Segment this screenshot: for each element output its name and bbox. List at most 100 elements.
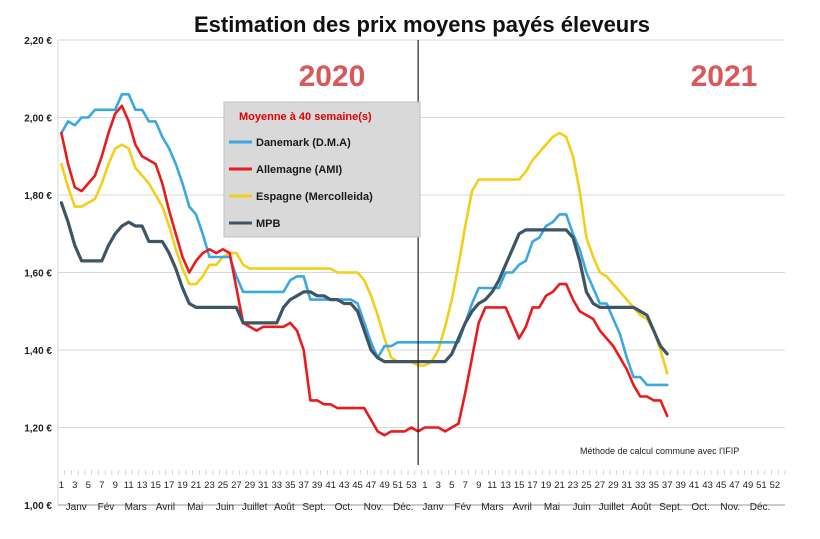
legend-items: Danemark (D.M.A) Allemagne (AMI) Espagne (… xyxy=(229,137,373,230)
x-tick-label: 49 xyxy=(379,480,390,491)
y-tick-label: 1,40 € xyxy=(24,346,52,357)
month-label: Oct. xyxy=(335,502,353,513)
legend-label: Allemagne (AMI) xyxy=(256,164,343,176)
y-tick-label: 1,20 € xyxy=(24,424,52,435)
month-label: Fév xyxy=(98,502,115,513)
y-tick-label: 1,80 € xyxy=(24,191,52,202)
month-label: Oct. xyxy=(691,502,709,513)
x-tick-label: 31 xyxy=(258,480,269,491)
x-tick-label: 49 xyxy=(743,480,754,491)
series-line-1 xyxy=(60,104,669,437)
month-label: Avril xyxy=(513,502,532,513)
month-label: Juillet xyxy=(599,502,625,513)
x-tick-label: 7 xyxy=(463,480,468,491)
month-label: Sept. xyxy=(659,502,682,513)
x-tick-label: 35 xyxy=(285,480,296,491)
legend-label: Espagne (Mercolleida) xyxy=(256,191,373,203)
x-tick-label: 7 xyxy=(99,480,104,491)
x-tick-label: 3 xyxy=(72,480,77,491)
legend-label: Danemark (D.M.A) xyxy=(256,137,351,149)
x-tick-label: 51 xyxy=(393,480,404,491)
x-tick-label: 3 xyxy=(436,480,441,491)
series-line-0 xyxy=(60,93,669,387)
x-tick-label: 33 xyxy=(271,480,282,491)
year-label-2021: 2021 xyxy=(691,60,758,93)
month-label: Mai xyxy=(187,502,203,513)
x-tick-label: 11 xyxy=(487,480,497,491)
x-tick-label: 37 xyxy=(298,480,309,491)
x-tick-label: 35 xyxy=(648,480,659,491)
month-label: Avril xyxy=(156,502,175,513)
month-label: Août xyxy=(631,502,652,513)
month-label: Mars xyxy=(481,502,503,513)
x-tick-label: 1 xyxy=(422,480,427,491)
x-tick-label: 23 xyxy=(204,480,215,491)
x-tick-label: 13 xyxy=(137,480,148,491)
x-tick-label: 13 xyxy=(500,480,511,491)
x-tick-label: 53 xyxy=(406,480,417,491)
x-tick-label: 9 xyxy=(113,480,118,491)
method-note: Méthode de calcul commune avec l'IFIP xyxy=(580,446,739,456)
y-tick-label: 2,00 € xyxy=(24,114,52,125)
x-tick-label: 43 xyxy=(339,480,350,491)
x-axis-ticks: 1 3 5 7 9 11 13 15 17 19 21 23 25 27 29 31 33 35 37 39 41 43 4… xyxy=(59,480,780,491)
year-label-2020: 2020 xyxy=(299,60,366,93)
y-tick-label: 1,00 € xyxy=(24,501,52,512)
x-tick-label: 5 xyxy=(86,480,91,491)
x-tick-label: 33 xyxy=(635,480,646,491)
x-tick-label: 41 xyxy=(325,480,336,491)
x-tick-label: 9 xyxy=(476,480,481,491)
month-label: Fév xyxy=(454,502,471,513)
x-tick-label: 11 xyxy=(124,480,134,491)
x-tick-label: 45 xyxy=(352,480,363,491)
y-axis-ticks: 1,00 € 1,20 € 1,40 € 1,60 € 1,80 € 2,00 € 2,20… xyxy=(24,36,52,512)
x-tick-label: 37 xyxy=(662,480,673,491)
series-lines xyxy=(59,93,669,437)
x-tick-label: 21 xyxy=(191,480,202,491)
month-label: Mai xyxy=(544,502,560,513)
x-tick-label: 27 xyxy=(231,480,242,491)
month-label: Juin xyxy=(572,502,590,513)
x-tick-label: 51 xyxy=(756,480,767,491)
legend-title: Moyenne à 40 semaine(s) xyxy=(239,111,372,123)
x-tick-label: 5 xyxy=(449,480,454,491)
month-label: Mars xyxy=(125,502,147,513)
x-tick-label: 21 xyxy=(554,480,565,491)
x-tick-label: 52 xyxy=(770,480,781,491)
x-tick-label: 39 xyxy=(675,480,686,491)
grid xyxy=(57,39,786,506)
series-line-2 xyxy=(60,131,669,375)
y-tick-label: 2,20 € xyxy=(24,36,52,47)
x-tick-label: 17 xyxy=(527,480,538,491)
month-label: Janv xyxy=(66,502,87,513)
x-tick-label: 39 xyxy=(312,480,323,491)
x-tick-label: 23 xyxy=(568,480,579,491)
x-tick-label: 27 xyxy=(595,480,606,491)
legend-label: MPB xyxy=(256,218,281,230)
x-tick-label: 1 xyxy=(59,480,64,491)
month-label: Août xyxy=(274,502,295,513)
x-tick-label: 43 xyxy=(702,480,713,491)
chart-title: Estimation des prix moyens payés éleveur… xyxy=(194,12,650,37)
x-tick-label: 29 xyxy=(245,480,256,491)
x-tick-label: 17 xyxy=(164,480,175,491)
x-tick-label: 25 xyxy=(218,480,229,491)
month-label: Déc. xyxy=(393,502,414,513)
y-tick-label: 1,60 € xyxy=(24,269,52,280)
x-tick-label: 47 xyxy=(729,480,740,491)
x-tick-label: 31 xyxy=(622,480,633,491)
x-tick-label: 15 xyxy=(514,480,525,491)
x-tick-label: 19 xyxy=(541,480,552,491)
x-tick-label: 41 xyxy=(689,480,700,491)
x-tick-label: 15 xyxy=(150,480,161,491)
x-tick-label: 47 xyxy=(366,480,377,491)
x-tick-label: 25 xyxy=(581,480,592,491)
x-tick-label: 45 xyxy=(716,480,727,491)
month-label: Juillet xyxy=(242,502,268,513)
month-label: Juin xyxy=(216,502,234,513)
legend-box xyxy=(223,101,421,238)
x-tick-label: 19 xyxy=(177,480,188,491)
month-labels: Janv Fév Mars Avril Mai Juin Juillet Août Sept. O… xyxy=(66,502,771,513)
series-line-3 xyxy=(59,201,669,364)
